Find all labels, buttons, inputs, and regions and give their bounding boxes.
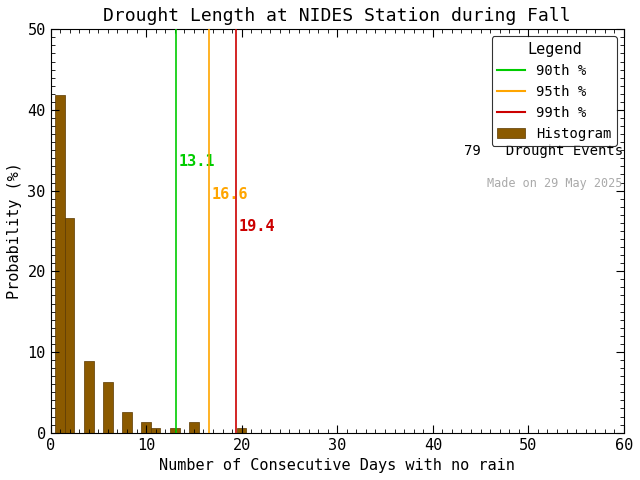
Bar <box>151 428 161 432</box>
Bar <box>189 422 198 432</box>
Legend: 90th %, 95th %, 99th %, Histogram: 90th %, 95th %, 99th %, Histogram <box>492 36 617 146</box>
Text: 13.1: 13.1 <box>179 155 215 169</box>
Bar <box>141 422 151 432</box>
Bar <box>122 412 132 432</box>
Bar <box>170 428 180 432</box>
Text: 16.6: 16.6 <box>212 187 248 202</box>
Bar <box>56 96 65 432</box>
Bar <box>237 428 246 432</box>
Title: Drought Length at NIDES Station during Fall: Drought Length at NIDES Station during F… <box>104 7 571 25</box>
Text: 19.4: 19.4 <box>239 219 275 234</box>
Bar <box>103 382 113 432</box>
X-axis label: Number of Consecutive Days with no rain: Number of Consecutive Days with no rain <box>159 458 515 473</box>
Bar <box>65 218 74 432</box>
Bar <box>84 361 93 432</box>
Text: Made on 29 May 2025: Made on 29 May 2025 <box>488 177 623 190</box>
Text: 79   Drought Events: 79 Drought Events <box>463 144 623 158</box>
Y-axis label: Probability (%): Probability (%) <box>7 163 22 300</box>
